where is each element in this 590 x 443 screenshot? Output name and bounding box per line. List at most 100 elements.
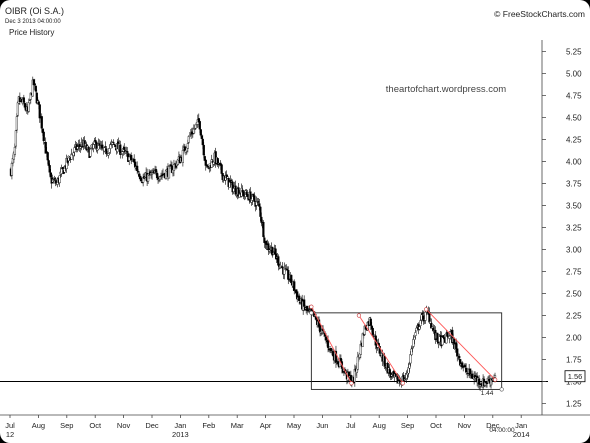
- candle-body: [413, 336, 416, 340]
- candle-body: [326, 340, 330, 348]
- candle: [22, 94, 25, 104]
- candle: [267, 241, 270, 255]
- candle: [15, 113, 18, 134]
- candle-body: [48, 165, 51, 173]
- candle-body: [92, 144, 95, 149]
- x-tick-label: Oct: [430, 421, 443, 430]
- candle-body: [40, 116, 43, 129]
- candle: [262, 220, 265, 238]
- rectangle-handle: [499, 387, 504, 392]
- candle-body: [410, 348, 413, 356]
- candle: [373, 334, 376, 336]
- candle: [334, 345, 338, 368]
- candle: [202, 142, 205, 159]
- datetime-label: Dec 3 2013 04:00:00: [5, 19, 61, 25]
- candle: [253, 192, 256, 204]
- x-year-label: 2014: [513, 430, 530, 439]
- candle-body: [109, 144, 112, 149]
- candle: [107, 153, 110, 159]
- candle-body: [419, 320, 422, 326]
- candle: [293, 279, 296, 295]
- y-tick-label: 5.25: [566, 48, 582, 57]
- candle-body: [329, 348, 333, 352]
- symbol-label: OIBR (Oi S.A.): [5, 6, 64, 16]
- x-tick-label: Jun: [316, 421, 328, 430]
- x-tick-label: Nov: [117, 421, 131, 430]
- candle-body: [205, 165, 208, 167]
- candle-body: [373, 334, 376, 336]
- y-tick-label: 2.25: [566, 312, 582, 321]
- candle-body: [154, 169, 158, 173]
- candle-body: [378, 346, 381, 354]
- candle: [471, 370, 474, 379]
- candle-body: [112, 141, 115, 144]
- candle-body: [47, 160, 50, 166]
- candle: [353, 364, 356, 387]
- candle-body: [204, 159, 207, 166]
- x-tick-label: May: [287, 421, 301, 430]
- candle-body: [290, 274, 293, 284]
- candle-body: [60, 168, 63, 174]
- candle: [216, 157, 219, 167]
- candle: [103, 147, 106, 153]
- candle-body: [411, 347, 414, 349]
- candle: [235, 194, 238, 198]
- candle: [44, 137, 47, 154]
- candle-body: [42, 131, 45, 142]
- candle-body: [186, 143, 189, 149]
- candle-body: [407, 367, 410, 374]
- candle-body: [202, 144, 205, 156]
- candle: [277, 254, 280, 271]
- candle: [263, 235, 266, 248]
- candle-body: [258, 203, 261, 207]
- trendline: [358, 315, 404, 384]
- candle-body: [53, 178, 56, 180]
- candle-body: [207, 167, 210, 169]
- candle: [234, 180, 237, 196]
- candle-body: [274, 248, 277, 255]
- candle: [246, 189, 249, 199]
- candle-body: [101, 144, 104, 149]
- trendline-handle: [356, 313, 362, 318]
- candle-body: [10, 162, 14, 176]
- x-tick-label: Aug: [32, 421, 45, 430]
- candle: [67, 155, 70, 166]
- candle: [459, 358, 462, 368]
- y-tick-label: 3.25: [566, 224, 582, 233]
- x-tick-label: Jan: [515, 421, 527, 430]
- candle-body: [181, 150, 184, 163]
- candle-body: [187, 136, 190, 143]
- candle-body: [478, 378, 481, 385]
- candle-body: [448, 335, 451, 339]
- x-tick-label: Sep: [401, 421, 414, 430]
- candle-body: [72, 152, 75, 156]
- candle-body: [253, 195, 256, 202]
- candle-body: [383, 356, 386, 367]
- candle-body: [298, 295, 301, 301]
- trendline-handle: [493, 377, 498, 382]
- candle-body: [126, 151, 129, 153]
- candle: [432, 324, 435, 334]
- x-tick-label: Mar: [231, 421, 244, 430]
- candle: [104, 141, 107, 149]
- candle-body: [277, 256, 280, 266]
- candle-body: [131, 160, 134, 162]
- y-tick-label: 3.50: [566, 202, 582, 211]
- candle-body: [44, 141, 47, 154]
- candle-body: [414, 332, 417, 336]
- candle: [255, 196, 258, 210]
- x-tick-label: Feb: [202, 421, 215, 430]
- x-year-label: 2013: [172, 430, 189, 439]
- candle: [318, 324, 322, 337]
- candle-body: [155, 172, 159, 179]
- candle: [161, 168, 165, 178]
- trendline-handle: [309, 304, 314, 309]
- x-tick-label: Dec: [145, 421, 159, 430]
- candle-body: [493, 375, 497, 378]
- candle-body: [28, 100, 31, 104]
- candle-body: [193, 128, 196, 130]
- candle-body: [140, 177, 143, 182]
- candle-body: [27, 102, 30, 112]
